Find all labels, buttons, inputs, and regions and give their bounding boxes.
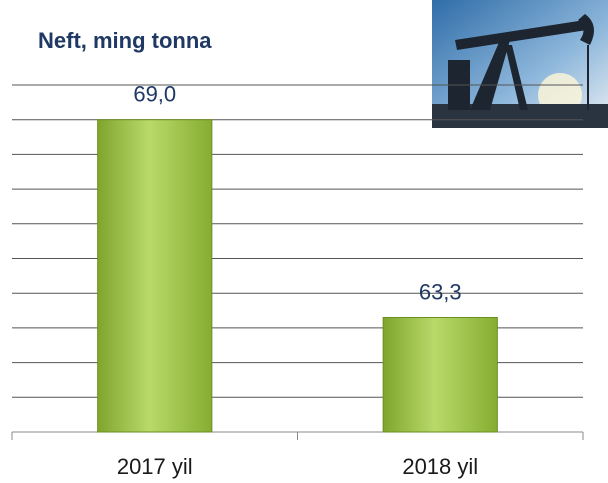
oil-pump-image: [432, 0, 608, 128]
bar: [97, 119, 213, 433]
value-label: 69,0: [133, 82, 176, 107]
x-tick-label: 2017 yil: [117, 454, 193, 479]
x-tick-label: 2018 yil: [402, 454, 478, 479]
chart-title: Neft, ming tonna: [38, 28, 212, 53]
value-label: 63,3: [419, 279, 462, 304]
bar: [382, 316, 498, 433]
